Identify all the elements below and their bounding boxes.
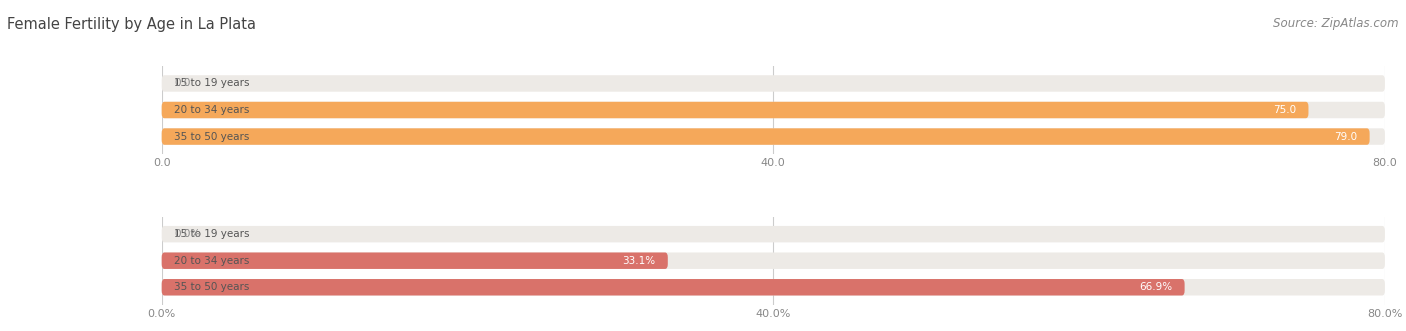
Text: 15 to 19 years: 15 to 19 years (174, 229, 249, 239)
FancyBboxPatch shape (162, 75, 1385, 92)
FancyBboxPatch shape (162, 226, 1385, 242)
Text: 20 to 34 years: 20 to 34 years (174, 256, 249, 266)
Text: 35 to 50 years: 35 to 50 years (174, 131, 249, 142)
Text: 75.0: 75.0 (1272, 105, 1296, 115)
Text: 20 to 34 years: 20 to 34 years (174, 105, 249, 115)
FancyBboxPatch shape (162, 253, 1385, 269)
FancyBboxPatch shape (162, 102, 1309, 118)
FancyBboxPatch shape (162, 253, 668, 269)
Text: Female Fertility by Age in La Plata: Female Fertility by Age in La Plata (7, 17, 256, 31)
Text: Source: ZipAtlas.com: Source: ZipAtlas.com (1274, 17, 1399, 29)
Text: 0.0: 0.0 (174, 78, 190, 88)
Text: 33.1%: 33.1% (623, 256, 655, 266)
FancyBboxPatch shape (162, 279, 1385, 296)
FancyBboxPatch shape (162, 128, 1385, 145)
Text: 0.0%: 0.0% (174, 229, 200, 239)
FancyBboxPatch shape (162, 128, 1369, 145)
Text: 79.0: 79.0 (1334, 131, 1357, 142)
Text: 15 to 19 years: 15 to 19 years (174, 78, 249, 88)
FancyBboxPatch shape (162, 102, 1385, 118)
Text: 66.9%: 66.9% (1139, 282, 1173, 292)
Text: 35 to 50 years: 35 to 50 years (174, 282, 249, 292)
FancyBboxPatch shape (162, 279, 1185, 296)
